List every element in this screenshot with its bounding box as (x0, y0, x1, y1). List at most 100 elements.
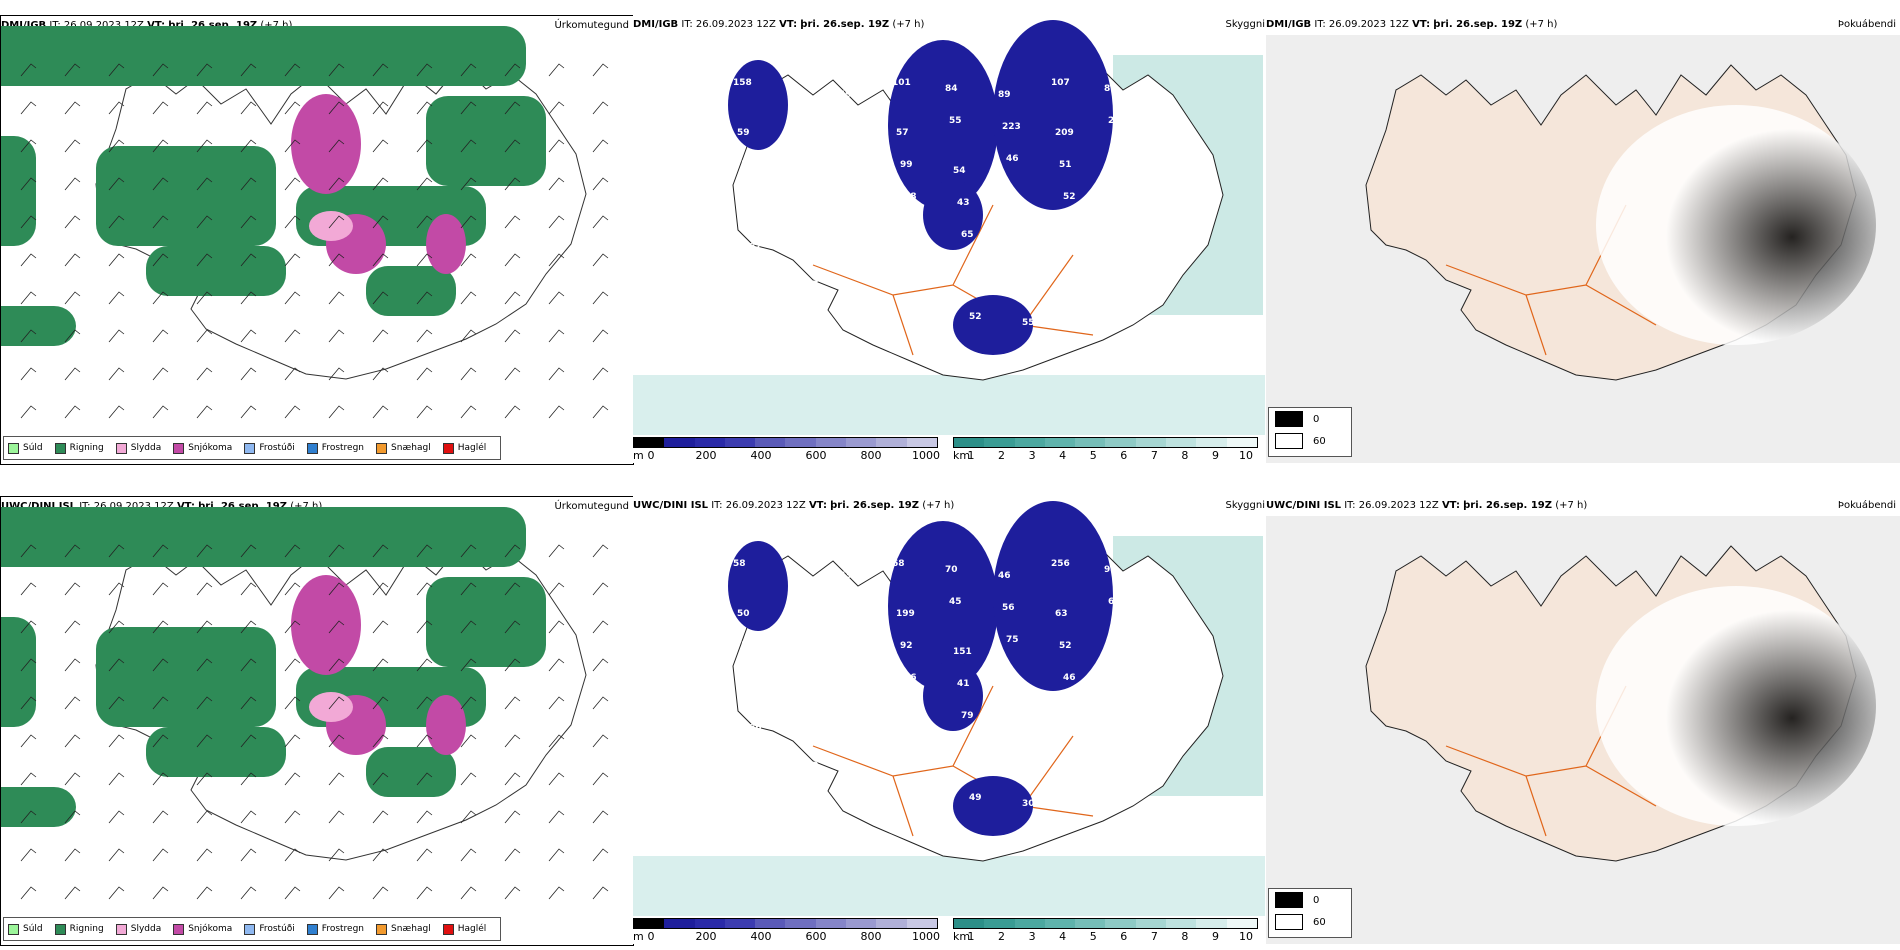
rain-area (1, 306, 76, 346)
road-network (812, 685, 1094, 837)
wind-barb (416, 810, 433, 824)
wind-barb (152, 810, 169, 824)
fog-legend-item: 60 (1269, 911, 1351, 933)
cloud-base-label: 55 (745, 673, 758, 683)
colorbar-tick: 2 (998, 930, 1006, 943)
wind-barb (372, 696, 389, 710)
wind-barb (196, 810, 213, 824)
wind-barb (284, 367, 301, 381)
cloud-base-label: 252 (843, 603, 862, 613)
cloud-base-label: 46 (998, 571, 1011, 581)
cloud-base-label: 42 (851, 685, 864, 695)
colorbar-gradient (953, 437, 1258, 448)
cloud-base-label: 42 (912, 755, 925, 765)
cloud-base-label: 88 (1124, 280, 1137, 290)
wind-barb (460, 253, 477, 267)
cloud-base-label: 50 (794, 647, 807, 657)
cloud-base-label: 52 (847, 154, 860, 164)
wind-barb (108, 848, 125, 862)
wind-barb (108, 886, 125, 900)
wind-barb (328, 886, 345, 900)
precip-map (1, 507, 609, 900)
cloud-base-label: 45 (851, 204, 864, 214)
cloud-base-label: 256 (1051, 559, 1070, 569)
legend-swatch (306, 442, 318, 454)
wind-barb (548, 620, 565, 634)
cloud-base-colorbar: m 0 200 400 600 800 1000 (633, 918, 940, 943)
wind-barb (152, 101, 169, 115)
legend-label: Snæhagl (391, 924, 431, 934)
cloud-base-colorbar: m 0 200 400 600 800 1000 (633, 437, 940, 462)
fog-legend-label: 60 (1313, 435, 1326, 447)
colorbar-tick: 7 (1150, 449, 1158, 462)
panel-title: DMI/IGB IT: 26.09.2023 12Z VT: þri. 26.s… (633, 19, 925, 30)
wind-barb (152, 405, 169, 419)
wind-barb (196, 291, 213, 305)
wind-barb (548, 810, 565, 824)
wind-barb (196, 620, 213, 634)
cloud-base-label: 60 (794, 166, 807, 176)
coastline (95, 544, 587, 861)
wind-barb (284, 544, 301, 558)
wind-barb (284, 848, 301, 862)
cloud-base-panel-1: DMI/IGB IT: 26.09.2023 12Z VT: þri. 26.s… (633, 15, 1265, 463)
cloud-base-label: 64 (1116, 679, 1129, 689)
panel-title: DMI/IGB IT: 26.09.2023 12Z VT: þri. 26.s… (1266, 19, 1558, 30)
cloud-base-label: 62 (798, 679, 811, 689)
wind-barb (416, 734, 433, 748)
wind-barb (504, 582, 521, 596)
wind-barb (592, 215, 609, 229)
wind-barb (372, 139, 389, 153)
cloud-base-label: 53 (741, 641, 754, 651)
cloud-base-label: 55 (949, 116, 962, 126)
cloud-base-label: 67 (806, 280, 819, 290)
cloud-base-label: 85 (753, 755, 766, 765)
wind-barb (504, 810, 521, 824)
fog-map (1266, 35, 1900, 463)
precip-legend: Súld Rigning Slydda Snjókoma Frostúði Frostre… (3, 917, 502, 941)
wind-barb (196, 367, 213, 381)
wind-barb (328, 215, 345, 229)
cloud-base-label: 54 (953, 166, 966, 176)
legend-swatch (244, 442, 256, 454)
cloud-base-label: 94 (802, 230, 815, 240)
wind-barb (460, 544, 477, 558)
rain-area (426, 577, 546, 667)
legend-item: Slydda (115, 923, 161, 935)
precip-map (1, 26, 609, 419)
wind-barb (64, 177, 81, 191)
panel-title: DMI/IGB IT: 26.09.2023 12Z VT: þri. 26.s… (1, 20, 293, 31)
wind-barb (548, 544, 565, 558)
wind-barb (196, 177, 213, 191)
wind-barb (460, 215, 477, 229)
cloud-base-label: 55 (1022, 318, 1035, 328)
cloud-base-label: 69 (814, 344, 827, 354)
wind-barb (328, 734, 345, 748)
wind-barb (592, 772, 609, 786)
wind-barb (108, 101, 125, 115)
wind-barb (416, 582, 433, 596)
wind-barb (504, 658, 521, 672)
wind-barb (328, 291, 345, 305)
wind-barb (108, 658, 125, 672)
cloud-base-label: 70 (945, 565, 958, 575)
wind-barb (240, 139, 257, 153)
wind-barb (108, 810, 125, 824)
fog-legend: 0 60 (1268, 888, 1352, 938)
precip-type-panel-2: UWC/DINI ISL IT: 26.09.2023 12Z VT: þri.… (0, 496, 634, 946)
wind-barb (592, 696, 609, 710)
wind-barb (20, 772, 37, 786)
cloud-base-label: 98 (1104, 565, 1117, 575)
wind-barb (64, 253, 81, 267)
wind-barb (284, 658, 301, 672)
wind-barb (284, 177, 301, 191)
colorbar-tick: 0 (647, 930, 655, 943)
wind-barb (20, 810, 37, 824)
legend-swatch (306, 923, 318, 935)
wind-barb (460, 291, 477, 305)
cloud-base-label: 46 (1075, 306, 1088, 316)
cloud-base-label: 50 (737, 609, 750, 619)
wind-barb (64, 810, 81, 824)
wind-barb (284, 582, 301, 596)
wind-barb (372, 848, 389, 862)
